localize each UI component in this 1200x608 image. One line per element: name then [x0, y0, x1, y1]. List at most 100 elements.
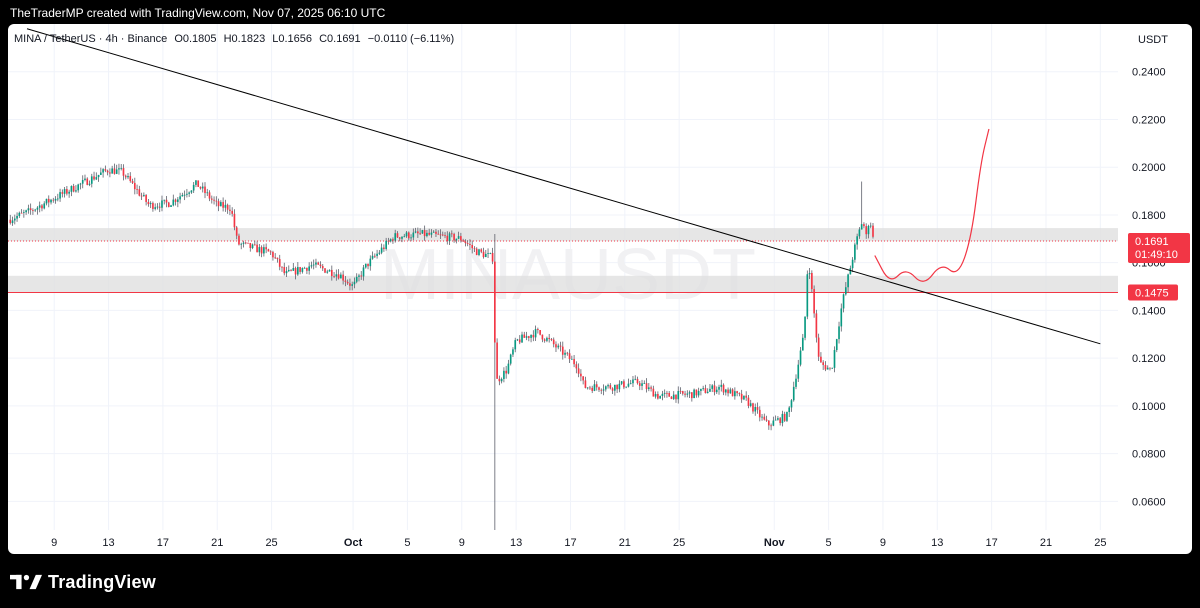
candle-body-down [666, 392, 668, 394]
candle-body-up [734, 391, 736, 397]
candle [25, 209, 27, 215]
candle [138, 185, 141, 197]
candle-body-up [677, 391, 680, 400]
candle [423, 225, 426, 241]
candle [147, 198, 150, 207]
candle [43, 201, 46, 210]
candle [358, 273, 360, 282]
candle-body-up [858, 229, 861, 237]
candlestick-series[interactable] [9, 163, 874, 530]
candle [344, 276, 347, 287]
candle [659, 395, 661, 399]
candle [197, 180, 200, 187]
candle [389, 238, 392, 243]
candle [75, 185, 77, 193]
candle-body-up [410, 237, 412, 239]
projection-layer[interactable] [874, 128, 990, 282]
candle [210, 195, 213, 204]
candle [129, 172, 132, 183]
candle-body-down [453, 233, 455, 241]
candle [736, 390, 738, 397]
candle-body-down [752, 403, 754, 412]
candle [770, 423, 772, 431]
candle [154, 203, 157, 211]
candle-body-up [190, 190, 193, 193]
time-tick-label: 9 [880, 537, 886, 549]
candle [518, 335, 521, 345]
candle-body-up [643, 383, 646, 385]
tradingview-logo[interactable]: TradingView [10, 571, 156, 593]
candle [754, 403, 757, 416]
symbol-watermark: MINAUSDT [380, 235, 756, 315]
candle-body-up [849, 268, 852, 275]
candle-body-down [539, 330, 541, 335]
candle [448, 231, 451, 246]
price-tick-label: 0.0600 [1132, 496, 1166, 508]
candle-body-up [772, 420, 775, 426]
candle [514, 337, 517, 353]
candle [752, 402, 754, 414]
candle-body-down [274, 257, 277, 259]
candle-body-down [462, 240, 464, 242]
candle-body-up [487, 253, 489, 254]
candle [462, 238, 464, 242]
candle-body-up [432, 231, 435, 233]
candle-body-down [419, 233, 421, 235]
time-scale[interactable]: 9 13 17 21 25 Oct 5 9 13 17 21 25 Nov 5 9 13 17 21 25 [51, 537, 1106, 549]
candle [188, 191, 190, 197]
candle-body-up [634, 378, 637, 380]
candle [745, 391, 748, 401]
candle [546, 336, 548, 343]
candle-body-up [500, 378, 503, 382]
candle [677, 386, 680, 404]
candle-body-down [124, 175, 127, 178]
candle-body-down [691, 392, 693, 399]
candle [851, 257, 854, 273]
candle [715, 386, 718, 394]
candle-body-up [854, 244, 856, 260]
candle [86, 177, 89, 186]
candle-body-down [106, 170, 109, 173]
candle-body-down [260, 247, 263, 254]
candle [602, 384, 605, 396]
candle-body-down [713, 385, 716, 393]
candle-body-down [727, 389, 729, 394]
chart-panel[interactable]: MINAUSDT MINA / TetherUS · 4h · Binance … [8, 24, 1192, 554]
candle-body-up [509, 354, 512, 364]
candle-body-up [340, 274, 342, 279]
candle [679, 387, 682, 395]
candle-body-down [498, 378, 501, 382]
candle [471, 240, 474, 254]
candle-body-up [860, 224, 863, 230]
candle [387, 237, 390, 245]
candle [799, 347, 802, 367]
candle [666, 390, 668, 398]
candle-body-down [387, 240, 390, 242]
candle-body-up [90, 176, 93, 184]
candle [36, 206, 39, 215]
candle-body-up [161, 200, 163, 208]
candle-body-down [138, 189, 141, 196]
candle-body-down [505, 370, 507, 374]
trendline-layer[interactable] [26, 28, 1101, 345]
candle [315, 258, 317, 268]
currency-button[interactable]: USDT [1128, 26, 1186, 52]
candle [595, 381, 598, 391]
candle-body-up [389, 239, 392, 242]
candle [403, 233, 406, 238]
candle-body-up [593, 384, 596, 391]
candle-body-down [235, 227, 238, 236]
candle-body-up [394, 233, 397, 241]
candle [297, 262, 299, 276]
candle-body-down [281, 266, 283, 268]
candle-body-up [75, 190, 77, 192]
time-tick-label: 17 [564, 537, 576, 549]
candle-body-down [396, 233, 399, 238]
candle [32, 208, 34, 215]
candle [566, 351, 569, 356]
price-chart[interactable]: MINAUSDT MINA / TetherUS · 4h · Binance … [8, 24, 1192, 554]
candle-body-down [568, 353, 571, 360]
candle-body-up [838, 326, 840, 340]
candle [165, 196, 168, 208]
candle [292, 262, 295, 272]
